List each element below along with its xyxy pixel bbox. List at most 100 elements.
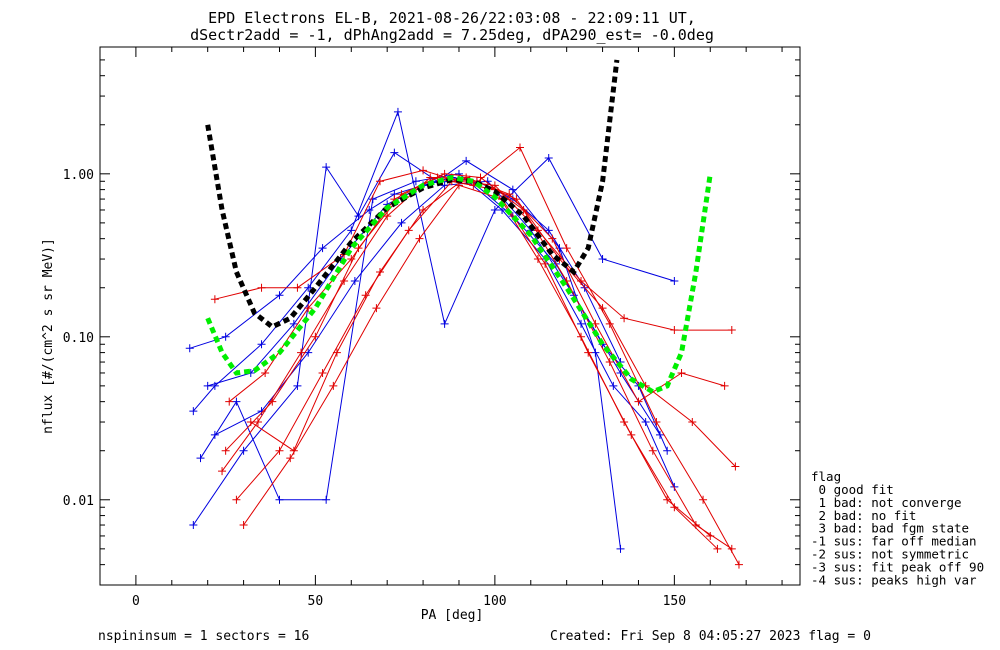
data-point-red xyxy=(727,544,736,553)
data-point-blue xyxy=(289,319,298,328)
data-point-blue xyxy=(365,205,374,214)
data-point-blue xyxy=(196,454,205,463)
data-point-red xyxy=(620,314,629,323)
data-point-red xyxy=(562,244,571,253)
legend-item: 1 bad: not converge xyxy=(811,495,962,510)
data-point-red xyxy=(257,283,266,292)
data-point-red xyxy=(548,234,557,243)
data-point-blue xyxy=(275,495,284,504)
data-point-red xyxy=(727,326,736,335)
data-point-blue xyxy=(189,521,198,530)
data-point-blue xyxy=(609,381,618,390)
x-axis-label: PA [deg] xyxy=(421,608,484,623)
data-point-blue xyxy=(322,163,331,172)
data-point-red xyxy=(648,446,657,455)
x-tick-label: 50 xyxy=(308,594,324,609)
data-point-red xyxy=(433,173,442,182)
y-tick-label: 0.01 xyxy=(63,494,94,509)
x-tick-label: 150 xyxy=(663,594,686,609)
data-point-blue xyxy=(616,544,625,553)
data-point-red xyxy=(261,368,270,377)
data-point-red xyxy=(670,326,679,335)
legend-heading: flag xyxy=(811,469,841,484)
data-point-blue xyxy=(393,107,402,116)
data-point-red xyxy=(440,169,449,178)
series-line-blue xyxy=(192,151,621,549)
data-point-blue xyxy=(397,218,406,227)
data-point-blue xyxy=(304,283,313,292)
data-point-red xyxy=(210,295,219,304)
data-point-blue xyxy=(318,244,327,253)
series-line-red xyxy=(236,180,711,537)
footer-left: nspininsum = 1 sectors = 16 xyxy=(98,629,309,644)
data-point-red xyxy=(713,544,722,553)
data-point-blue xyxy=(185,344,194,353)
data-point-blue xyxy=(322,495,331,504)
data-point-blue xyxy=(189,407,198,416)
data-point-blue xyxy=(440,181,449,190)
data-point-red xyxy=(268,397,277,406)
legend-item: 2 bad: no fit xyxy=(811,508,916,523)
data-point-blue xyxy=(210,430,219,439)
data-point-red xyxy=(605,358,614,367)
data-point-red xyxy=(627,430,636,439)
data-point-blue xyxy=(210,381,219,390)
data-point-blue xyxy=(221,332,230,341)
data-point-red xyxy=(246,418,255,427)
data-point-red xyxy=(376,177,384,186)
data-point-red xyxy=(519,205,528,214)
data-point-blue xyxy=(232,397,241,406)
series-line-blue xyxy=(189,176,621,363)
data-point-red xyxy=(347,255,356,264)
data-point-red xyxy=(699,495,708,504)
x-tick-label: 0 xyxy=(132,594,140,609)
legend-item: 3 bad: bad fgm state xyxy=(811,521,969,536)
y-tick-label: 1.00 xyxy=(63,168,94,183)
data-point-red xyxy=(372,304,381,313)
data-point-red xyxy=(731,462,740,471)
data-point-blue xyxy=(304,348,313,357)
data-point-red xyxy=(706,531,715,540)
data-point-blue xyxy=(347,226,356,235)
data-point-red xyxy=(670,503,679,512)
data-point-blue xyxy=(544,154,553,163)
data-point-blue xyxy=(390,148,399,157)
data-point-blue xyxy=(577,319,586,328)
data-point-red xyxy=(476,173,485,182)
data-point-blue xyxy=(411,177,420,186)
data-point-blue xyxy=(508,185,517,194)
data-point-red xyxy=(221,446,230,455)
data-point-red xyxy=(218,467,227,476)
data-point-red xyxy=(720,381,729,390)
data-point-blue xyxy=(641,418,650,427)
data-point-blue xyxy=(440,319,449,328)
data-point-blue xyxy=(462,156,471,165)
footer-right: Created: Fri Sep 8 04:05:27 2023 flag = … xyxy=(550,629,871,644)
legend-item: -3 sus: fit peak off 90 xyxy=(811,559,984,574)
axes: 0 50 100 150 0.01 0.10 1.00 xyxy=(63,46,801,609)
data-point-red xyxy=(275,446,284,455)
data-point-red xyxy=(293,283,302,292)
data-point-blue xyxy=(544,226,553,235)
data-point-blue xyxy=(591,348,600,357)
data-point-red xyxy=(415,234,424,243)
data-point-red xyxy=(289,446,298,455)
data-point-red xyxy=(318,368,327,377)
data-point-red xyxy=(533,255,542,264)
data-point-red xyxy=(304,304,313,313)
data-point-red xyxy=(419,166,428,175)
series-group xyxy=(185,59,743,569)
data-point-red xyxy=(297,348,306,357)
data-point-red xyxy=(332,348,341,357)
y-tick-label: 0.10 xyxy=(63,331,94,346)
data-point-red xyxy=(253,418,262,427)
y-axis-label: nflux [#/(cm^2 s sr MeV)] xyxy=(41,238,56,434)
legend-item: -1 sus: far off median xyxy=(811,534,977,549)
data-point-blue xyxy=(203,381,212,390)
data-point-blue xyxy=(275,291,284,300)
data-point-blue xyxy=(663,446,672,455)
data-point-blue xyxy=(239,446,248,455)
x-tick-label: 100 xyxy=(483,594,506,609)
legend-item: -4 sus: peaks high var xyxy=(811,572,977,587)
data-point-blue xyxy=(350,276,359,285)
